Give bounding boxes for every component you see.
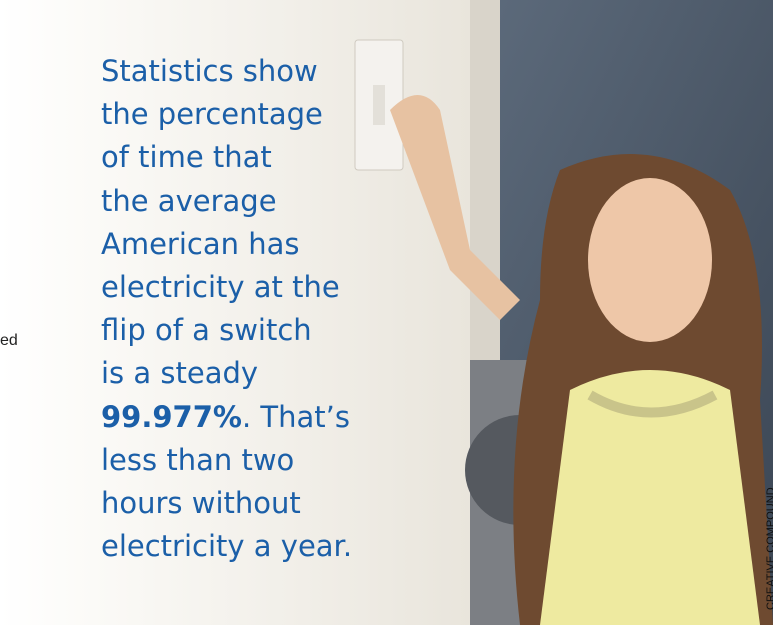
callout-line: electricity at the <box>101 266 352 309</box>
callout-line: Statistics show <box>101 50 352 93</box>
callout-line: is a steady <box>101 352 352 395</box>
callout-line: hours without <box>101 482 352 525</box>
callout-line: the average <box>101 180 352 223</box>
highlight-figure: 99.977% <box>101 400 242 434</box>
callout-text: . That’s <box>242 400 350 434</box>
text-fragment: ed <box>0 332 18 350</box>
photo-credit: CREATIVE COMPOUND <box>765 487 773 610</box>
callout-line: less than two <box>101 439 352 482</box>
page: ed Statistics showthe percentageof time … <box>0 0 773 625</box>
callout-line: of time that <box>101 136 352 179</box>
callout-line: the percentage <box>101 93 352 136</box>
callout-line: American has <box>101 223 352 266</box>
callout-line: flip of a switch <box>101 309 352 352</box>
callout-line: electricity a year. <box>101 525 352 568</box>
callout-line: 99.977%. That’s <box>101 396 352 439</box>
